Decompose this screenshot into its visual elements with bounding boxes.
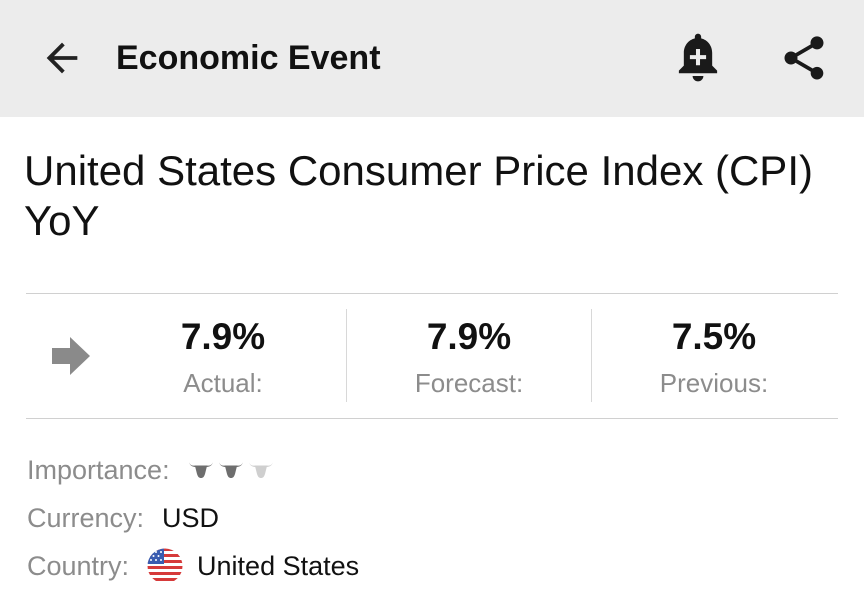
stat-separator xyxy=(346,309,347,402)
app-header: Economic Event xyxy=(0,0,864,117)
actual-value: 7.9% xyxy=(180,316,266,357)
add-alert-bell-icon xyxy=(678,33,718,82)
forecast-value: 7.9% xyxy=(426,316,512,357)
us-flag-icon xyxy=(147,548,183,584)
stat-previous: 7.5% Previous: xyxy=(614,312,814,400)
stats-divider-top xyxy=(26,293,838,294)
previous-value: 7.5% xyxy=(671,316,757,357)
add-alert-button[interactable] xyxy=(668,26,728,90)
country-value: United States xyxy=(197,550,360,581)
event-title: United States Consumer Price Index (CPI)… xyxy=(24,147,813,244)
share-icon xyxy=(784,36,824,80)
back-button[interactable] xyxy=(34,30,90,86)
bull-icon xyxy=(188,462,213,478)
bull-icon xyxy=(218,462,243,478)
right-arrow-icon xyxy=(52,337,90,375)
country-row: Country: xyxy=(27,546,359,586)
stat-forecast: 7.9% Forecast: xyxy=(369,312,569,400)
bull-icon xyxy=(248,462,273,478)
importance-row: Importance: xyxy=(27,450,274,490)
stat-actual: 7.9% Actual: xyxy=(123,312,323,400)
actual-label: Actual: xyxy=(183,368,263,398)
currency-value: USD xyxy=(162,502,220,533)
country-label: Country: xyxy=(27,550,130,581)
back-arrow-icon xyxy=(46,42,78,74)
currency-row: Currency: USD xyxy=(27,498,219,538)
header-title: Economic Event xyxy=(116,39,381,77)
previous-label: Previous: xyxy=(659,368,769,398)
importance-rating xyxy=(188,460,274,480)
share-button[interactable] xyxy=(774,28,834,88)
stat-separator xyxy=(591,309,592,402)
currency-label: Currency: xyxy=(27,502,145,533)
forecast-label: Forecast: xyxy=(414,368,524,398)
importance-label: Importance: xyxy=(27,454,170,485)
stats-divider-bottom xyxy=(26,418,838,419)
